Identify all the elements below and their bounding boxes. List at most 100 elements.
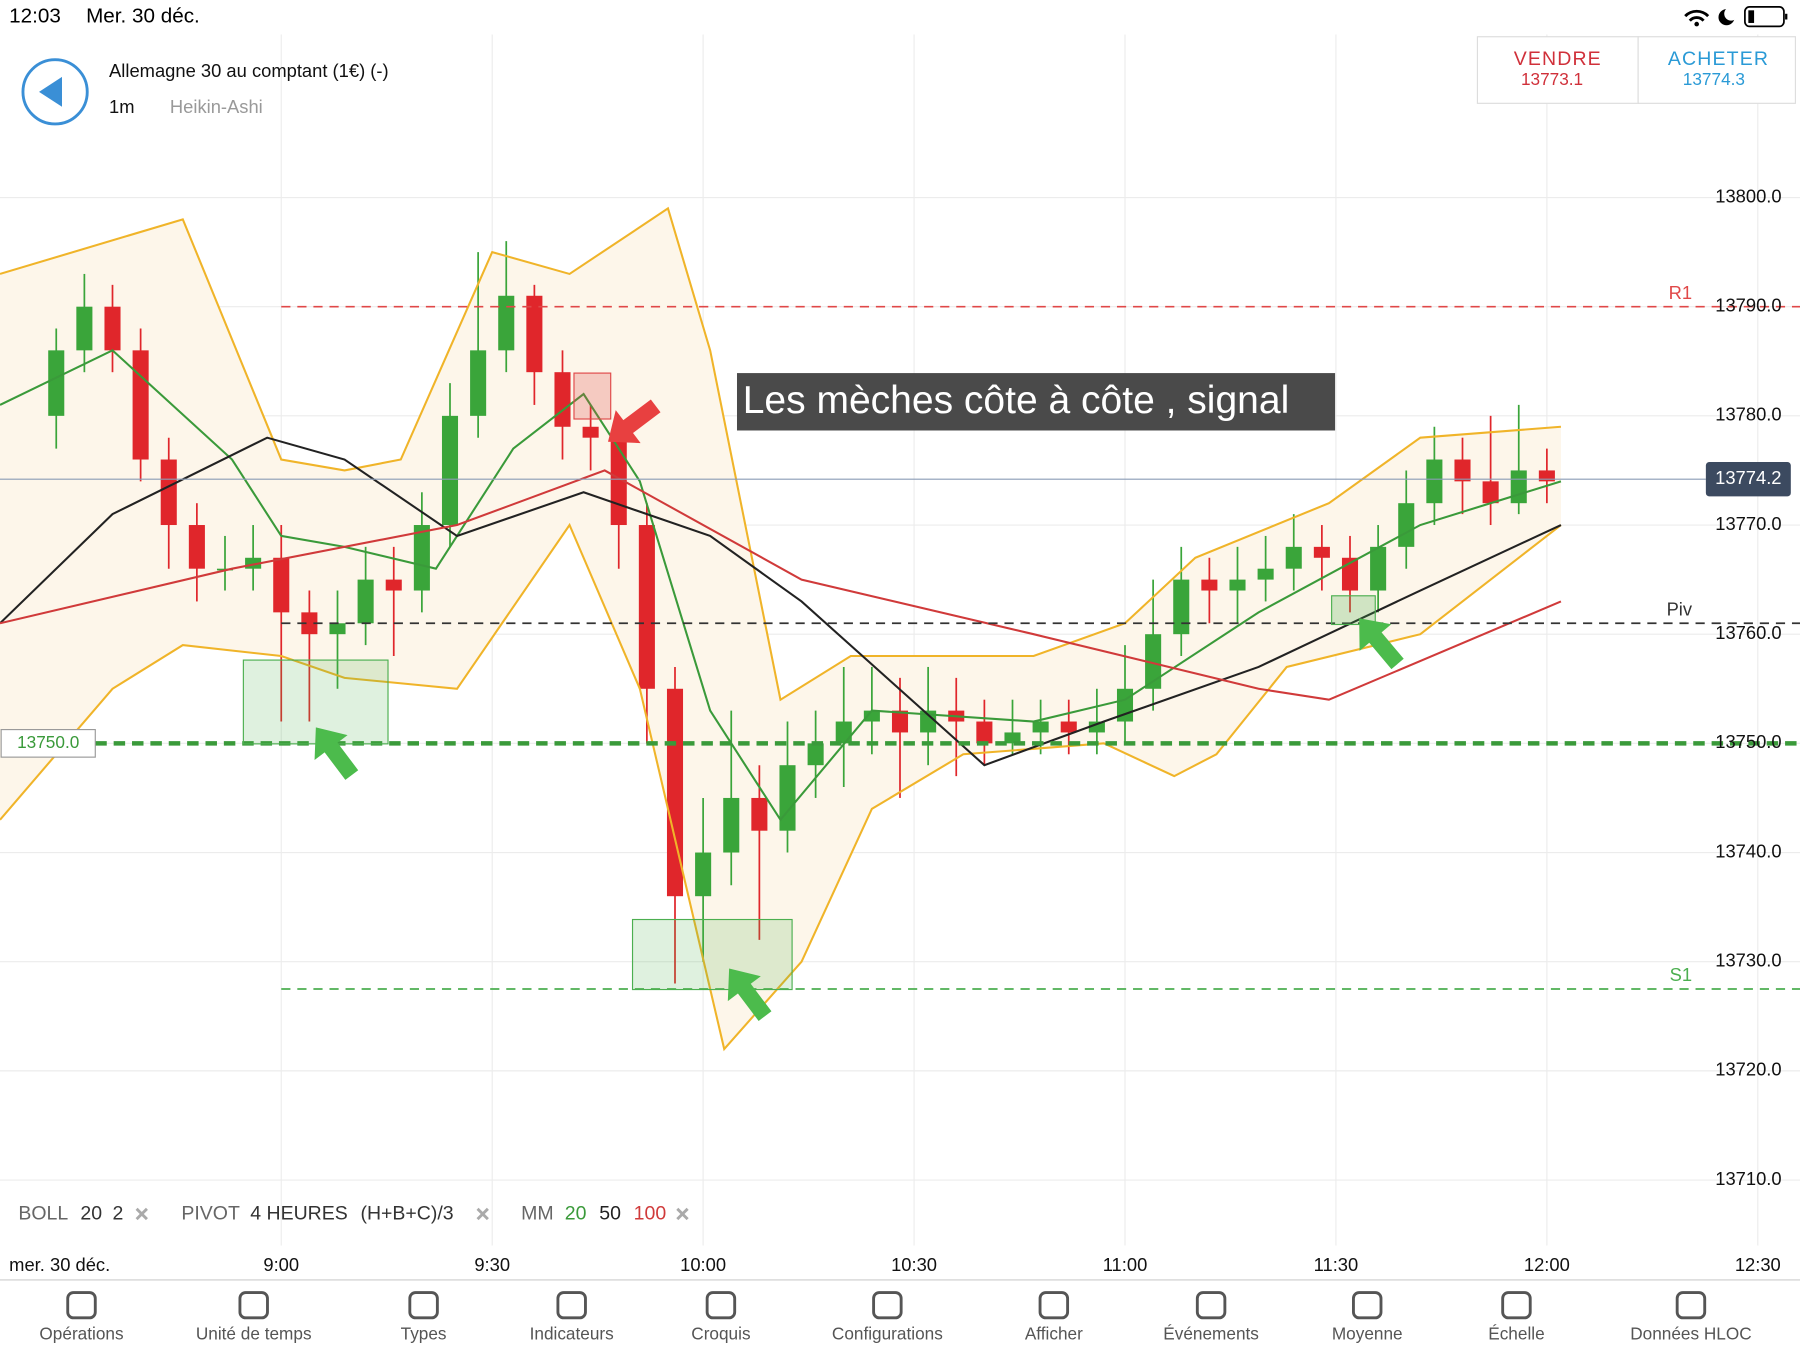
candle-body [526, 295, 543, 373]
candle-body [413, 525, 430, 591]
y-tick-label: 13750.0 [1715, 731, 1781, 752]
candle-body [301, 612, 318, 635]
candle-body [329, 623, 346, 635]
highlight-box [631, 918, 793, 991]
candle-body [76, 306, 93, 351]
indicator-name[interactable]: BOLL [18, 1203, 68, 1225]
buy-button[interactable]: ACHETER 13774.3 [1637, 36, 1796, 104]
toolbar-button[interactable]: Indicateurs [530, 1291, 614, 1344]
sell-label: VENDRE [1514, 48, 1602, 70]
date-label: mer. 30 déc. [9, 1254, 110, 1275]
candle-body [1454, 459, 1471, 482]
y-tick-label: 13780.0 [1715, 404, 1781, 425]
candle-body [863, 710, 880, 722]
chart-type[interactable]: Heikin-Ashi [170, 96, 263, 117]
candle-body [1482, 481, 1499, 504]
toolbar-button[interactable]: Moyenne [1332, 1291, 1403, 1344]
toolbar-button[interactable]: Unité de temps [196, 1291, 312, 1344]
indicator-name[interactable]: PIVOT [181, 1203, 240, 1225]
candle-body [1538, 470, 1555, 482]
pivot-label: Piv [1667, 598, 1693, 619]
x-tick-label: 12:00 [1524, 1254, 1570, 1275]
toolbar-icon [705, 1291, 737, 1320]
toolbar-icon [872, 1291, 903, 1320]
toolbar-button[interactable]: Événements [1163, 1291, 1259, 1344]
remove-indicator[interactable] [476, 1207, 489, 1221]
toolbar-button[interactable]: Opérations [39, 1291, 124, 1344]
plot-area [0, 206, 1562, 1052]
candle-body [779, 765, 796, 831]
x-tick-label: 9:30 [474, 1254, 510, 1275]
candle-body [638, 525, 655, 689]
instrument-name: Allemagne 30 au comptant (1€) (-) [109, 60, 389, 81]
indicator-param: 2 [113, 1203, 124, 1225]
axes: 13710.0 13720.0 13730.0 13740.0 13750.0 13760… [263, 185, 1781, 1275]
y-tick-label: 13720.0 [1715, 1059, 1781, 1080]
candle-body [1510, 470, 1527, 504]
candle-body [554, 372, 571, 427]
indicator-param: 20 [80, 1203, 102, 1225]
price-label: 13774.2 [1715, 467, 1781, 488]
timeframe[interactable]: 1m [109, 96, 135, 117]
toolbar-button[interactable]: Configurations [832, 1291, 943, 1344]
candle-body [357, 579, 374, 624]
marked-level-box [0, 729, 96, 758]
x-tick-label: 11:30 [1314, 1254, 1359, 1275]
arrow [727, 968, 772, 1021]
indicator-param: 20 [565, 1203, 587, 1225]
toolbar-icon [1675, 1291, 1707, 1320]
candle-body [385, 579, 402, 591]
status-date: Mer. 30 déc. [86, 5, 200, 28]
x-tick-label: 9:00 [263, 1254, 299, 1275]
candle-body [835, 721, 852, 744]
indicator-line [0, 469, 1562, 701]
back-button[interactable] [21, 58, 89, 126]
candle-body [807, 743, 824, 766]
candle-body [245, 557, 262, 569]
marked-level-label: 13750.0 [17, 732, 79, 752]
indicator-line [0, 206, 1562, 702]
remove-indicator[interactable] [135, 1207, 148, 1221]
highlight-box [242, 659, 389, 745]
candle-body [1004, 732, 1021, 744]
candle-body [582, 426, 599, 438]
indicator-param: 100 [634, 1203, 667, 1225]
x-tick-label: 12:30 [1735, 1254, 1781, 1275]
y-tick-label: 13790.0 [1715, 295, 1781, 316]
x-tick-label: 10:00 [680, 1254, 726, 1275]
candle-body [666, 688, 684, 897]
indicator-line [0, 436, 1562, 767]
y-tick-label: 13710.0 [1715, 1168, 1781, 1189]
candle-body [188, 525, 205, 569]
indicator-param: (H+B+C)/3 [360, 1203, 453, 1225]
toolbar-button[interactable]: Échelle [1488, 1291, 1545, 1344]
sell-button[interactable]: VENDRE 13773.1 [1476, 36, 1639, 104]
remove-indicator[interactable] [676, 1207, 689, 1221]
candle-body [1257, 568, 1274, 580]
candle-body [976, 721, 993, 744]
candle-body [1088, 721, 1105, 733]
arrow [314, 727, 359, 780]
status-time: 12:03 [9, 5, 61, 28]
toolbar-icon [1352, 1291, 1383, 1320]
toolbar-button[interactable]: Types [401, 1291, 447, 1344]
toolbar-label: Échelle [1488, 1324, 1544, 1344]
candle-body [920, 710, 937, 733]
toolbar-button[interactable]: Afficher [1025, 1291, 1083, 1344]
arrow [1359, 618, 1404, 670]
indicator-name[interactable]: MM [521, 1203, 554, 1225]
indicator-line [0, 349, 1562, 822]
status-icons [1684, 6, 1788, 28]
toolbar-icon [556, 1291, 587, 1320]
candle-body [470, 350, 487, 416]
annotation-box [736, 373, 1336, 431]
toolbar-button[interactable]: Croquis [691, 1291, 751, 1344]
toolbar-label: Opérations [39, 1324, 123, 1344]
toolbar-button[interactable]: Données HLOC [1630, 1291, 1752, 1344]
candle-body [1032, 721, 1049, 733]
x-tick-label: 11:00 [1103, 1254, 1148, 1275]
candle-body [1229, 579, 1246, 591]
candle-body [1398, 503, 1415, 547]
y-tick-label: 13740.0 [1715, 840, 1781, 861]
